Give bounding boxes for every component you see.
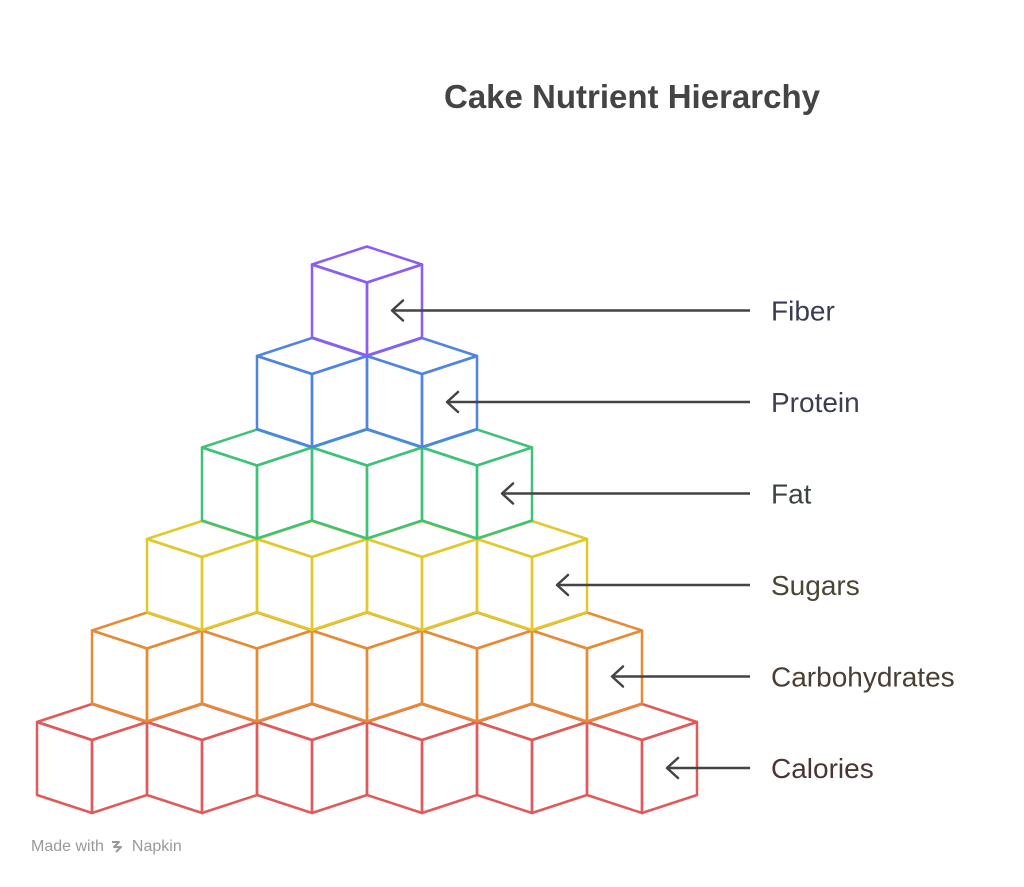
cube-right-face	[200, 720, 259, 815]
title-area: Cake Nutrient Hierarchy	[0, 0, 1024, 140]
cube-top-face	[310, 428, 424, 467]
cube-left-face	[475, 720, 534, 815]
level-sugars-pointer: Sugars	[555, 570, 860, 601]
cube-right-face	[530, 720, 589, 815]
level-fat-pointer: Fat	[500, 479, 812, 510]
cube	[310, 428, 424, 540]
cube-left-face	[255, 720, 314, 815]
cube-top-face	[365, 336, 479, 376]
cube-top-face	[310, 611, 424, 650]
cube-top-face	[255, 519, 369, 559]
cube-top-face	[145, 519, 259, 559]
level-fiber-pointer: Fiber	[390, 296, 835, 327]
cube-left-face	[145, 720, 204, 815]
napkin-logo-icon	[111, 841, 122, 853]
cube	[310, 611, 424, 723]
cube	[475, 702, 589, 815]
cube-top-face	[90, 611, 204, 650]
cube-top-face	[200, 428, 314, 467]
arrow-head-icon	[610, 665, 625, 688]
cube	[585, 702, 699, 815]
cube	[255, 336, 369, 449]
cube-top-face	[365, 702, 479, 742]
cube-right-face	[475, 446, 534, 540]
level-calories-pointer: Calories	[665, 753, 874, 784]
level-label-protein: Protein	[771, 387, 860, 418]
cube-top-face	[200, 611, 314, 650]
level-label-carbohydrates: Carbohydrates	[771, 662, 955, 693]
cube	[475, 519, 589, 632]
cube	[255, 519, 369, 632]
cube	[35, 702, 149, 815]
cube-top-face	[35, 702, 149, 742]
level-fiber-cubes	[310, 245, 424, 357]
arrow-head-icon	[665, 756, 680, 780]
level-sugars-cubes	[145, 519, 589, 632]
cube	[90, 611, 204, 723]
cube	[420, 611, 534, 723]
level-label-fiber: Fiber	[771, 296, 835, 327]
cube	[365, 702, 479, 815]
cube-right-face	[310, 720, 369, 815]
arrow-head-icon	[555, 573, 570, 597]
diagram-title: Cake Nutrient Hierarchy	[444, 78, 820, 115]
cube	[530, 611, 644, 723]
level-label-fat: Fat	[771, 479, 812, 510]
cube-top-face	[310, 245, 424, 284]
cube	[420, 428, 534, 540]
cube-right-face	[640, 720, 699, 815]
cube	[255, 702, 369, 815]
level-label-calories: Calories	[771, 753, 874, 784]
level-labels: Calories Carbohydrates Sugars Fat Protein Fib…	[390, 296, 955, 784]
cube	[145, 519, 259, 632]
cube-pyramid	[35, 245, 699, 815]
cube-top-face	[530, 611, 644, 650]
footer-prefix: Made with	[31, 838, 104, 855]
cube-right-face	[365, 263, 424, 357]
level-protein-pointer: Protein	[445, 387, 860, 418]
cube-right-face	[420, 720, 479, 815]
cube	[200, 428, 314, 540]
cube	[200, 611, 314, 723]
cube-right-face	[585, 629, 644, 723]
arrow-head-icon	[500, 482, 515, 505]
cube	[365, 519, 479, 632]
cube-left-face	[35, 720, 94, 815]
level-label-sugars: Sugars	[771, 570, 860, 601]
cube	[145, 702, 259, 815]
cube-left-face	[585, 720, 644, 815]
cube-top-face	[585, 702, 699, 742]
cube-top-face	[255, 702, 369, 742]
cube-top-face	[365, 519, 479, 559]
cube-left-face	[365, 720, 424, 815]
cube-top-face	[420, 428, 534, 467]
footer-brand: Napkin	[131, 838, 182, 855]
level-fat-cubes	[200, 428, 534, 540]
cube	[310, 245, 424, 357]
footer-credit: Made with Napkin	[31, 838, 182, 856]
cube-right-face	[530, 537, 589, 632]
cube-top-face	[475, 519, 589, 559]
arrow-head-icon	[445, 390, 460, 414]
cube-top-face	[145, 702, 259, 742]
level-carbohydrates-cubes	[90, 611, 644, 723]
cube-right-face	[90, 720, 149, 815]
cube-top-face	[475, 702, 589, 742]
level-carbohydrates-pointer: Carbohydrates	[610, 662, 955, 693]
cube-top-face	[420, 611, 534, 650]
arrow-head-icon	[390, 299, 405, 322]
cube-top-face	[255, 336, 369, 376]
cube-right-face	[420, 354, 479, 449]
cube	[365, 336, 479, 449]
